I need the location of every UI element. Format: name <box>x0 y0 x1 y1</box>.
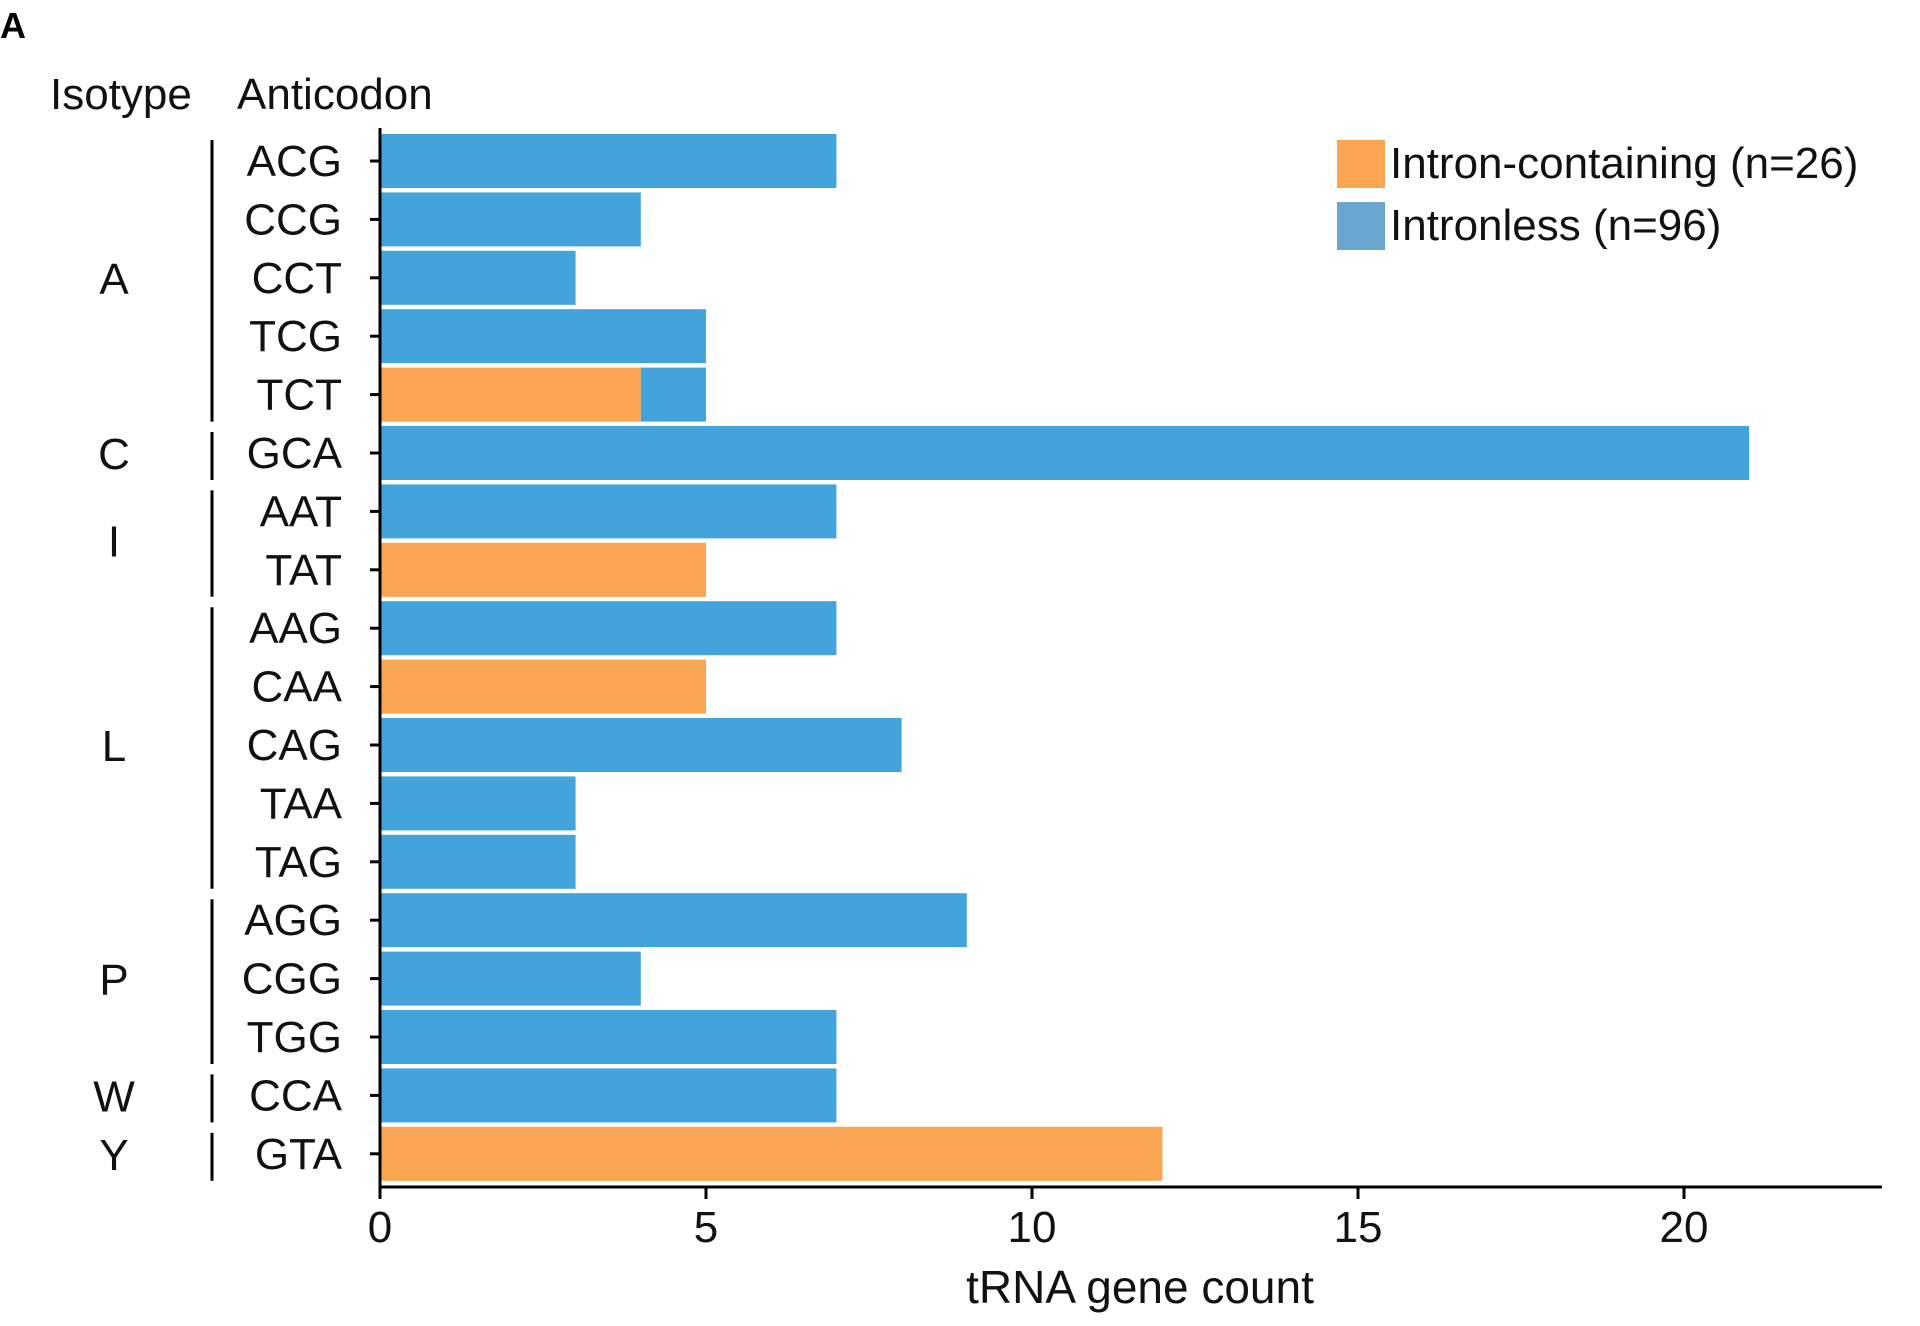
anticodon-label: TAG <box>255 838 342 887</box>
anticodon-label: GTA <box>255 1130 343 1179</box>
isotype-label-w: W <box>93 1072 135 1121</box>
x-tick-label: 5 <box>694 1203 718 1252</box>
anticodon-label: GCA <box>247 429 343 478</box>
bar-intronless-cag <box>380 718 902 772</box>
anticodon-label: CAA <box>252 663 343 712</box>
isotype-label-a: A <box>99 255 129 304</box>
legend-label-1: Intronless (n=96) <box>1390 201 1721 250</box>
bar-intronless-cca <box>380 1068 837 1123</box>
legend-swatch-0 <box>1337 140 1385 188</box>
bar-intron-caa <box>380 659 706 714</box>
bar-intronless-cgg <box>380 951 641 1006</box>
bar-intronless-aag <box>380 601 837 656</box>
anticodon-label: TGG <box>247 1013 342 1062</box>
legend-label-0: Intron-containing (n=26) <box>1390 139 1858 188</box>
x-tick-label: 10 <box>1008 1203 1057 1252</box>
anticodon-label: AAG <box>249 604 342 653</box>
bar-intronless-tgg <box>380 1010 837 1064</box>
bar-intronless-tag <box>380 834 576 889</box>
x-tick-label: 20 <box>1660 1203 1709 1252</box>
panel-label: A <box>0 5 26 46</box>
isotype-label-y: Y <box>99 1131 128 1180</box>
plot-area: ACG CCG CCT TCG TCT GCA AAT TAT AAG CAA CAG TAA TAG A… <box>93 128 1882 1313</box>
bar-intronless-tct <box>640 367 706 422</box>
bar-intron-gta <box>380 1126 1163 1181</box>
anticodon-label: CCA <box>249 1071 343 1120</box>
anticodon-label: TAA <box>260 779 343 828</box>
anticodon-label: CAG <box>247 721 342 770</box>
anticodon-label: TCT <box>256 371 342 420</box>
bar-intronless-tcg <box>380 309 706 364</box>
isotype-label-i: I <box>108 518 120 567</box>
isotype-header: Isotype <box>50 70 192 119</box>
x-tick-label: 0 <box>368 1203 392 1252</box>
anticodon-label: TAT <box>265 546 342 595</box>
bar-intronless-taa <box>380 776 576 831</box>
bar-intron-tat <box>380 542 706 597</box>
anticodon-header: Anticodon <box>237 70 433 119</box>
anticodon-label: AAT <box>260 487 342 536</box>
anticodon-label: ACG <box>247 137 342 186</box>
legend-swatch-1 <box>1337 202 1385 250</box>
isotype-label-c: C <box>98 430 130 479</box>
anticodon-label: CCT <box>252 254 342 303</box>
anticodon-label: CGG <box>242 955 342 1004</box>
bar-intronless-gca <box>380 426 1750 480</box>
bar-intronless-agg <box>380 893 967 948</box>
x-axis-title: tRNA gene count <box>966 1261 1314 1313</box>
bar-intronless-ccg <box>380 192 641 247</box>
bar-intronless-cct <box>380 250 576 305</box>
isotype-label-l: L <box>102 722 126 771</box>
legend: Intron-containing (n=26) Intronless (n=96… <box>1337 139 1858 250</box>
anticodon-label: AGG <box>244 896 342 945</box>
anticodon-label: CCG <box>244 195 342 244</box>
x-tick-label: 15 <box>1334 1203 1383 1252</box>
bar-intronless-aat <box>380 484 837 539</box>
bar-intronless-acg <box>380 134 837 188</box>
anticodon-label: TCG <box>249 312 342 361</box>
bar-intron-tct <box>380 367 641 422</box>
isotype-label-p: P <box>99 956 128 1005</box>
